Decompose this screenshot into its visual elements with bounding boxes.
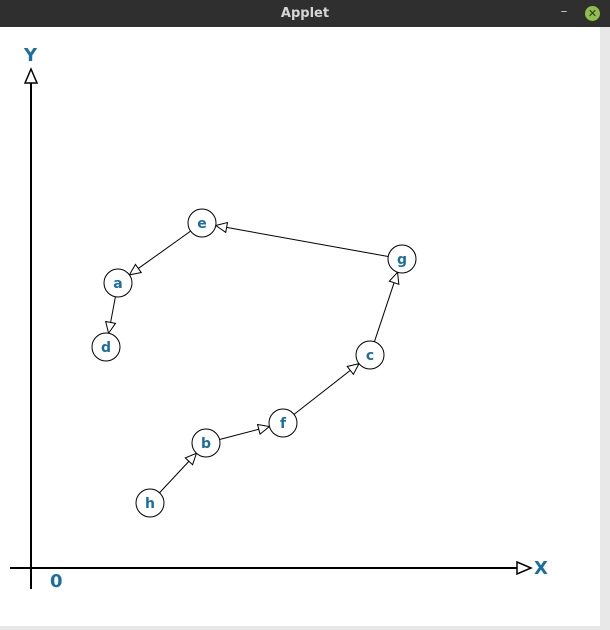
edge-g-e: [226, 226, 389, 258]
window-title: Applet: [280, 6, 330, 21]
edge-arrowhead-h-b: [184, 452, 198, 466]
node-circle-a[interactable]: [103, 268, 133, 298]
node-label-c: c: [366, 348, 374, 364]
edge-arrowhead-a-d: [105, 320, 117, 335]
node-h[interactable]: h: [135, 488, 165, 518]
node-a[interactable]: a: [103, 268, 133, 298]
close-icon: ✕: [587, 7, 598, 20]
minimize-button[interactable]: –: [555, 4, 573, 22]
node-g[interactable]: g: [387, 244, 417, 274]
node-f[interactable]: f: [268, 408, 298, 438]
edge-b-f: [219, 428, 259, 440]
node-label-f: f: [280, 416, 287, 432]
title-bar[interactable]: Applet – ✕: [0, 0, 610, 27]
node-circle-b[interactable]: [191, 428, 221, 458]
y-axis-arrowhead: [23, 67, 39, 84]
graph-canvas[interactable]: Y X 0 a b c d e f g h: [0, 27, 600, 626]
node-circle-e[interactable]: [187, 208, 217, 238]
node-label-g: g: [397, 252, 407, 268]
close-button[interactable]: ✕: [585, 6, 600, 21]
node-c[interactable]: c: [355, 340, 385, 370]
edge-f-c: [293, 370, 351, 415]
node-circle-c[interactable]: [355, 340, 385, 370]
node-label-e: e: [197, 216, 207, 232]
node-circle-f[interactable]: [268, 408, 298, 438]
x-axis-label: X: [534, 558, 548, 579]
node-e[interactable]: e: [187, 208, 217, 238]
edge-arrowhead-g-e: [214, 221, 229, 234]
edges-layer: [105, 221, 400, 494]
edge-c-g: [373, 282, 395, 342]
node-label-b: b: [201, 436, 211, 452]
minimize-icon: –: [560, 4, 568, 19]
y-axis-label: Y: [23, 45, 38, 66]
edge-h-b: [159, 460, 190, 494]
edge-a-d: [110, 296, 116, 323]
node-circle-d[interactable]: [91, 332, 121, 362]
node-b[interactable]: b: [191, 428, 221, 458]
x-axis-arrowhead: [516, 560, 533, 576]
edge-e-a: [138, 230, 191, 269]
node-label-d: d: [101, 340, 111, 356]
graph-svg: Y X 0 a b c d e f g h: [10, 45, 548, 592]
node-label-h: h: [145, 496, 155, 512]
node-d[interactable]: d: [91, 332, 121, 362]
node-circle-g[interactable]: [387, 244, 417, 274]
nodes-layer: a b c d e f g h: [91, 208, 417, 518]
origin-label: 0: [50, 571, 63, 592]
edge-arrowhead-b-f: [256, 423, 271, 436]
edge-arrowhead-f-c: [346, 362, 360, 376]
node-circle-h[interactable]: [135, 488, 165, 518]
edge-arrowhead-c-g: [388, 271, 400, 286]
edge-arrowhead-e-a: [128, 263, 143, 276]
node-label-a: a: [113, 276, 122, 292]
